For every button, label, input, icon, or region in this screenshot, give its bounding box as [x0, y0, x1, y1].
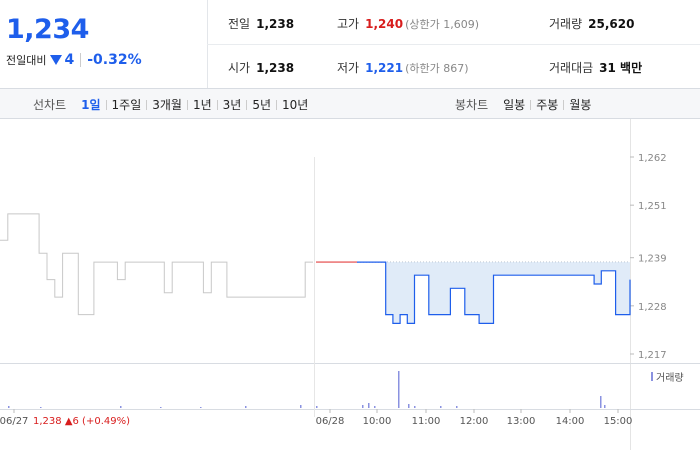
- x-tick-label: 11:00: [412, 416, 441, 427]
- y-tick-label: 1,228: [638, 302, 667, 313]
- stat-label: 거래량: [549, 17, 583, 31]
- prev-day-summary: 1,238 ▲6 (+0.49%): [33, 416, 130, 427]
- volume-bar: [604, 405, 606, 408]
- stat-volume: 거래량 25,620: [549, 15, 634, 32]
- prev-day-price: 1,238: [33, 416, 65, 427]
- stat-label: 저가: [337, 61, 360, 75]
- today-price-line: [357, 261, 631, 324]
- volume-bar: [440, 406, 442, 408]
- x-tick-label: 06/28: [316, 416, 345, 427]
- x-tick-label: 12:00: [460, 416, 489, 427]
- stat-trade-value: 거래대금 31 백만: [549, 59, 642, 76]
- volume-bar: [245, 406, 247, 408]
- x-tick-label: 13:00: [507, 416, 536, 427]
- prev-day-percent: (+0.49%): [82, 416, 130, 427]
- prev-day-line: [0, 213, 313, 316]
- change-label: 전일대비: [6, 54, 47, 67]
- volume-legend-swatch: [651, 372, 653, 381]
- divider: [80, 53, 82, 67]
- price-change: 전일대비 4 -0.32%: [6, 52, 142, 68]
- x-tick-label: 06/27: [0, 416, 28, 427]
- price-summary: 1,234 전일대비 4 -0.32%: [0, 0, 208, 88]
- stat-value: 1,238: [256, 61, 295, 75]
- volume-bar: [456, 406, 458, 408]
- candle-chart-tab-2[interactable]: 월봉: [569, 98, 592, 112]
- volume-bar: [120, 406, 122, 408]
- volume-bar: [160, 407, 162, 408]
- stat-value: 1,221: [365, 61, 404, 75]
- volume-legend-label: 거래량: [656, 372, 684, 384]
- line-chart-tab-4[interactable]: 3년: [222, 98, 242, 112]
- stat-label: 전일: [228, 17, 251, 31]
- tab-divider: [216, 99, 218, 110]
- x-tick-label: 10:00: [363, 416, 392, 427]
- up-triangle-icon: ▲6: [65, 416, 82, 427]
- volume-bar: [362, 405, 364, 408]
- candle-chart-tab-0[interactable]: 일봉: [503, 98, 526, 112]
- chart-tabs-bar: 선차트 1일 1주일 3개월 1년 3년 5년 10년 봉차트 일봉 주봉 월봉: [0, 89, 700, 119]
- volume-bar: [300, 405, 302, 408]
- y-tick-label: 1,239: [638, 254, 667, 265]
- volume-bar: [408, 404, 410, 408]
- tab-divider: [563, 99, 565, 110]
- line-chart-tab-2[interactable]: 3개월: [152, 98, 182, 112]
- stat-label: 고가: [337, 17, 360, 31]
- y-tick-label: 1,251: [638, 201, 667, 212]
- x-tick-label: 15:00: [604, 416, 633, 427]
- tab-divider: [105, 99, 107, 110]
- stat-low: 저가 1,221 (하한가 867): [337, 59, 469, 76]
- stat-value: 1,240: [365, 17, 404, 31]
- stat-value: 1,238: [256, 17, 295, 31]
- line-chart-tab-5[interactable]: 5년: [252, 98, 272, 112]
- line-chart-tab-6[interactable]: 10년: [282, 98, 309, 112]
- volume-bar: [200, 407, 202, 408]
- tab-divider: [246, 99, 248, 110]
- volume-bar: [368, 403, 370, 408]
- tab-divider: [186, 99, 188, 110]
- volume-bar: [316, 406, 318, 408]
- upper-limit: (상한가 1,609): [405, 18, 479, 31]
- price-chart: 1,262 1,251 1,239 1,228 1,217 거래량 06/27 06/28 10…: [0, 119, 700, 450]
- stats-divider: [207, 44, 700, 45]
- stat-value: 25,620: [588, 17, 635, 31]
- stat-value: 31 백만: [599, 61, 643, 75]
- stat-open: 시가 1,238: [228, 59, 294, 76]
- stat-high: 고가 1,240 (상한가 1,609): [337, 15, 479, 32]
- stat-label: 시가: [228, 61, 251, 75]
- change-amount: 4: [64, 52, 75, 68]
- price-chart-svg: 1,262 1,251 1,239 1,228 1,217 거래량 06/27 06/28 10…: [0, 119, 700, 450]
- candle-chart-tab-1[interactable]: 주봉: [536, 98, 559, 112]
- line-chart-title: 선차트: [33, 98, 67, 112]
- current-price: 1,234: [6, 14, 89, 45]
- line-chart-tab-1[interactable]: 1주일: [111, 98, 142, 112]
- x-tick-label: 14:00: [556, 416, 585, 427]
- stock-header: 1,234 전일대비 4 -0.32% 전일 1,238 고가 1,240 (상한가 …: [0, 0, 700, 89]
- volume-bar: [398, 371, 400, 408]
- lower-limit: (하한가 867): [405, 62, 469, 75]
- volume-bar: [8, 406, 10, 408]
- volume-bar: [414, 406, 416, 408]
- tab-divider: [276, 99, 278, 110]
- tab-divider: [146, 99, 148, 110]
- volume-bar: [374, 406, 376, 408]
- line-chart-tabs: 선차트 1일 1주일 3개월 1년 3년 5년 10년: [33, 96, 313, 113]
- stat-prev-close: 전일 1,238: [228, 15, 294, 32]
- change-percent: -0.32%: [87, 52, 142, 68]
- candle-chart-title: 봉차트: [455, 98, 489, 112]
- volume-bar: [600, 396, 602, 408]
- stat-label: 거래대금: [549, 61, 594, 75]
- y-tick-label: 1,217: [638, 350, 667, 361]
- line-chart-tab-3[interactable]: 1년: [192, 98, 212, 112]
- volume-bar: [40, 407, 42, 408]
- line-chart-tab-0[interactable]: 1일: [81, 98, 101, 112]
- candle-chart-tabs: 봉차트 일봉 주봉 월봉: [455, 96, 596, 113]
- y-tick-label: 1,262: [638, 153, 667, 164]
- down-triangle-icon: [50, 55, 63, 65]
- tab-divider: [530, 99, 532, 110]
